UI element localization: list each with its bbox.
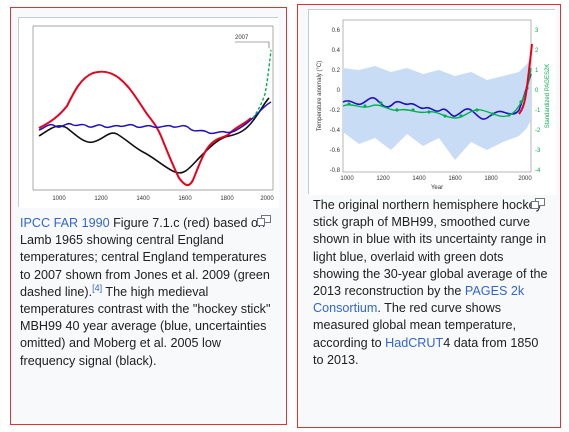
y2-tick-2: 2 bbox=[535, 48, 539, 54]
magnify-icon[interactable] bbox=[257, 215, 271, 226]
red-curve bbox=[38, 70, 252, 186]
y2-tick-neg3: -3 bbox=[535, 148, 541, 154]
left-caption-text-2: The high medieval temperatures contrast … bbox=[20, 284, 271, 368]
rx-tick-1200: 1200 bbox=[376, 176, 390, 182]
y-tick-neg0.4: -0.4 bbox=[330, 128, 341, 134]
y2-tick-neg4: -4 bbox=[535, 168, 541, 174]
right-caption-text-1: The original northern hemisphere hockey … bbox=[313, 198, 548, 299]
y-tick-neg0.8: -0.8 bbox=[330, 168, 341, 174]
right-caption-text-3: 4 data from 1850 to 2013. bbox=[313, 335, 539, 367]
y2-tick-3: 3 bbox=[535, 28, 539, 34]
pages-2k-link[interactable]: PAGES 2k Consortium bbox=[313, 284, 525, 316]
rx-tick-1400: 1400 bbox=[412, 176, 426, 182]
right-x-axis-ticks: 1000 1200 1400 1600 1800 2000 bbox=[340, 176, 532, 182]
right-caption: The original northern hemisphere hockey … bbox=[313, 197, 551, 369]
left-caption: IPCC FAR 1990 Figure 7.1.c (red) based o… bbox=[20, 215, 276, 370]
hadcrut-link[interactable]: HadCRUT bbox=[385, 335, 444, 350]
y2-tick-0: 0 bbox=[535, 88, 539, 94]
y-tick-0: 0 bbox=[337, 88, 341, 94]
x-axis-label: Year bbox=[431, 185, 443, 191]
y-tick-neg0.2: -0.2 bbox=[330, 108, 341, 114]
right-chart-svg: 0.6 0.4 0.2 0 -0.2 -0.4 -0.6 -0.8 3 2 1 … bbox=[309, 10, 556, 195]
blue-curve bbox=[342, 73, 532, 120]
left-x-tick-1400: 1400 bbox=[136, 196, 150, 202]
blue-curve bbox=[38, 101, 272, 135]
y2-tick-neg2: -2 bbox=[535, 128, 541, 134]
red-curve bbox=[518, 43, 533, 115]
uncertainty-band bbox=[343, 58, 531, 160]
rx-tick-1800: 1800 bbox=[484, 176, 498, 182]
black-curve bbox=[38, 97, 270, 174]
rx-tick-2000: 2000 bbox=[518, 176, 532, 182]
magnify-icon[interactable] bbox=[531, 198, 545, 209]
y-tick-0.2: 0.2 bbox=[332, 68, 341, 74]
y-axis-label-right: Standardized PAGES2K bbox=[545, 64, 551, 129]
rx-tick-1000: 1000 bbox=[340, 176, 354, 182]
y-axis-label: Temperature anomaly (°C) bbox=[317, 61, 323, 131]
y-tick-0.4: 0.4 bbox=[332, 48, 341, 54]
y-tick-0.6: 0.6 bbox=[332, 28, 341, 34]
left-x-tick-1000: 1000 bbox=[52, 196, 66, 202]
left-x-tick-1200: 1200 bbox=[94, 196, 108, 202]
ipcc-far-link[interactable]: IPCC FAR 1990 bbox=[20, 216, 110, 230]
rx-tick-1600: 1600 bbox=[448, 176, 462, 182]
right-y-axis-ticks-left: 0.6 0.4 0.2 0 -0.2 -0.4 -0.6 -0.8 bbox=[330, 28, 341, 174]
y-tick-neg0.6: -0.6 bbox=[330, 148, 341, 154]
green-dots bbox=[347, 86, 529, 118]
green-dashed-curve bbox=[252, 49, 272, 119]
left-x-tick-1800: 1800 bbox=[220, 196, 234, 202]
left-chart-svg: 2007 1000 1200 1400 1600 1800 2000 bbox=[19, 18, 279, 208]
right-caption-text-2: . The red curve shows measured global me… bbox=[313, 301, 517, 350]
left-caption-text-1: Figure 7.1.c (red) based on Lamb 1965 sh… bbox=[20, 216, 270, 299]
y2-tick-1: 1 bbox=[535, 68, 539, 74]
left-x-tick-1600: 1600 bbox=[178, 196, 192, 202]
left-chart-image[interactable]: 2007 1000 1200 1400 1600 1800 2000 bbox=[18, 17, 279, 208]
y2-tick-neg1: -1 bbox=[535, 108, 541, 114]
reference-4-link[interactable]: [4] bbox=[92, 282, 103, 293]
left-x-tick-2000: 2000 bbox=[260, 196, 274, 202]
right-chart-image[interactable]: 0.6 0.4 0.2 0 -0.2 -0.4 -0.6 -0.8 3 2 1 … bbox=[308, 9, 556, 195]
right-y-axis-ticks-right: 3 2 1 0 -1 -2 -3 -4 bbox=[535, 28, 541, 174]
left-x-axis-ticks: 1000 1200 1400 1600 1800 2000 bbox=[52, 196, 274, 202]
inset-2007-label: 2007 bbox=[235, 35, 249, 41]
